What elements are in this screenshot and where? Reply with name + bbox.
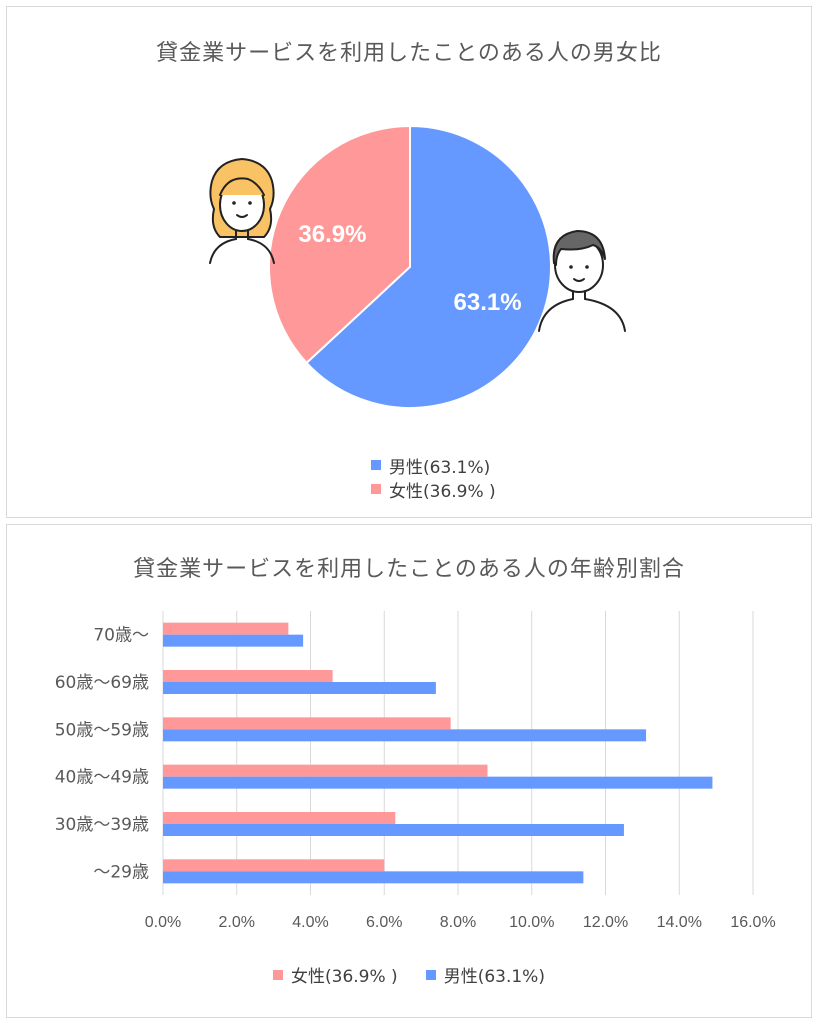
pie-legend: 男性(63.1%) 女性(36.9% ) [371, 453, 496, 502]
man-avatar-icon [538, 230, 626, 332]
bar-male [163, 824, 624, 836]
legend-label-male-bar: 男性(63.1%) [443, 967, 545, 987]
y-category-label: 60歳～69歳 [55, 673, 149, 693]
pie-slice-female [268, 124, 411, 365]
bar-chart-title: 貸金業サービスを利用したことのある人の年齢別割合 [133, 557, 685, 582]
pie-chart: 63.1% 36.9% [209, 124, 626, 409]
female-swatch [371, 484, 381, 494]
pie-chart-title: 貸金業サービスを利用したことのある人の男女比 [156, 41, 662, 66]
bar-male [163, 682, 436, 694]
woman-avatar-icon [209, 158, 275, 264]
bar-female [163, 622, 289, 635]
male-swatch [371, 460, 381, 470]
bar-legend: 女性(36.9% ) 男性(63.1%) [7, 962, 811, 987]
y-category-label: 30歳～39歳 [55, 815, 149, 835]
x-tick-label: 8.0% [440, 914, 476, 931]
x-tick-label: 12.0% [583, 914, 628, 931]
bar-chart: 0.0% 2.0% 4.0% 6.0% 8.0% 10.0% 12.0% 14.0% 16.0%… [55, 611, 776, 931]
bar-male [163, 776, 713, 789]
legend-label-male: 男性(63.1%) [389, 457, 491, 478]
bar-female [163, 670, 333, 682]
bar-female [163, 717, 451, 730]
legend-item-female-bar: 女性(36.9% ) [273, 962, 398, 987]
y-category-label: 40歳～49歳 [55, 768, 149, 788]
gender-ratio-panel: 貸金業サービスを利用したことのある人の男女比 63.1% 36.9% 男性(63 [6, 6, 812, 518]
legend-label-female: 女性(36.9% ) [389, 481, 496, 502]
pie-slice-male [305, 124, 552, 409]
x-tick-label: 16.0% [730, 914, 775, 931]
x-tick-label: 10.0% [509, 914, 554, 931]
x-tick-label: 4.0% [292, 914, 328, 931]
age-ratio-panel: 貸金業サービスを利用したことのある人の年齢別割合 0.0% 2.0% 4.0% 6.0… [6, 524, 812, 1018]
legend-item-male-bar: 男性(63.1%) [425, 962, 545, 987]
bar-female [163, 812, 396, 824]
y-category-label: 70歳～ [93, 626, 149, 646]
bar-male [163, 634, 304, 647]
y-category-label: ～29歳 [93, 862, 149, 882]
bar-male [163, 729, 647, 742]
x-tick-label: 0.0% [145, 914, 181, 931]
x-tick-label: 6.0% [366, 914, 402, 931]
y-category-label: 50歳～59歳 [55, 720, 149, 740]
x-tick-label: 2.0% [219, 914, 255, 931]
legend-item-male: 男性(63.1%) [371, 453, 496, 478]
bar-female [163, 764, 488, 777]
legend-item-female: 女性(36.9% ) [371, 477, 496, 502]
legend-label-female-bar: 女性(36.9% ) [291, 967, 398, 987]
pie-data-label-female: 36.9% [298, 221, 366, 248]
x-tick-label: 14.0% [657, 914, 702, 931]
male-swatch [425, 969, 436, 980]
female-swatch [273, 969, 284, 980]
bar-female [163, 859, 385, 872]
pie-data-label-male: 63.1% [454, 289, 522, 316]
bar-male [163, 871, 584, 884]
